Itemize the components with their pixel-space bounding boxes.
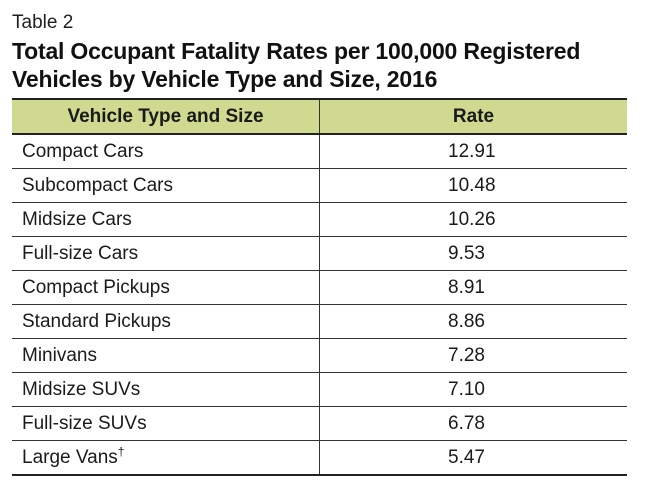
rate-cell: 7.28 <box>319 338 627 373</box>
vehicle-type-cell: Midsize SUVs <box>12 372 320 407</box>
rate-cell: 9.53 <box>319 236 627 271</box>
footnote-mark: † <box>117 444 125 459</box>
vehicle-type-text: Compact Cars <box>22 140 144 162</box>
vehicle-type-cell: Standard Pickups <box>12 304 320 339</box>
vehicle-type-text: Full-size Cars <box>22 242 139 264</box>
table-row: Compact Pickups 8.91 <box>12 270 627 305</box>
column-header-rate: Rate <box>319 98 627 135</box>
table-row: Full-size SUVs 6.78 <box>12 406 627 441</box>
vehicle-type-cell: Subcompact Cars <box>12 168 320 203</box>
vehicle-type-text: Full-size SUVs <box>22 412 147 434</box>
vehicle-type-cell: Midsize Cars <box>12 202 320 237</box>
header-row: Vehicle Type and Size Rate <box>12 98 627 135</box>
table-row: Compact Cars 12.91 <box>12 134 627 169</box>
rate-cell: 10.48 <box>319 168 627 203</box>
table-row: Minivans 7.28 <box>12 338 627 373</box>
vehicle-type-text: Large Vans <box>22 446 118 468</box>
rate-cell: 7.10 <box>319 372 627 407</box>
vehicle-type-text: Standard Pickups <box>22 310 171 332</box>
table-row: Midsize SUVs 7.10 <box>12 372 627 407</box>
rate-cell: 5.47 <box>319 440 627 476</box>
vehicle-type-text: Midsize Cars <box>22 208 132 230</box>
table-row: Standard Pickups 8.86 <box>12 304 627 339</box>
fatality-rates-table: Vehicle Type and Size Rate Compact Cars 1… <box>12 98 627 476</box>
column-header-vehicle-type: Vehicle Type and Size <box>12 98 320 135</box>
vehicle-type-text: Subcompact Cars <box>22 174 174 196</box>
rate-cell: 8.91 <box>319 270 627 305</box>
vehicle-type-text: Midsize SUVs <box>22 378 141 400</box>
table-title: Total Occupant Fatality Rates per 100,00… <box>12 38 581 92</box>
vehicle-type-cell: Large Vans† <box>12 440 320 476</box>
fatality-rates-table-container: Vehicle Type and Size Rate Compact Cars 1… <box>12 98 627 476</box>
table-header: Vehicle Type and Size Rate <box>12 98 627 135</box>
rate-cell: 6.78 <box>319 406 627 441</box>
table-label: Table 2 <box>12 12 74 33</box>
vehicle-type-cell: Compact Cars <box>12 134 320 169</box>
table-row: Subcompact Cars 10.48 <box>12 168 627 203</box>
vehicle-type-cell: Full-size Cars <box>12 236 320 271</box>
vehicle-type-text: Compact Pickups <box>22 276 170 298</box>
rate-cell: 12.91 <box>319 134 627 169</box>
table-row: Midsize Cars 10.26 <box>12 202 627 237</box>
vehicle-type-cell: Minivans <box>12 338 320 373</box>
vehicle-type-text: Minivans <box>22 344 97 366</box>
table-body: Compact Cars 12.91 Subcompact Cars 10.48 Mid… <box>12 134 627 476</box>
table-row: Full-size Cars 9.53 <box>12 236 627 271</box>
table-row: Large Vans† 5.47 <box>12 440 627 476</box>
rate-cell: 8.86 <box>319 304 627 339</box>
rate-cell: 10.26 <box>319 202 627 237</box>
vehicle-type-cell: Full-size SUVs <box>12 406 320 441</box>
vehicle-type-cell: Compact Pickups <box>12 270 320 305</box>
